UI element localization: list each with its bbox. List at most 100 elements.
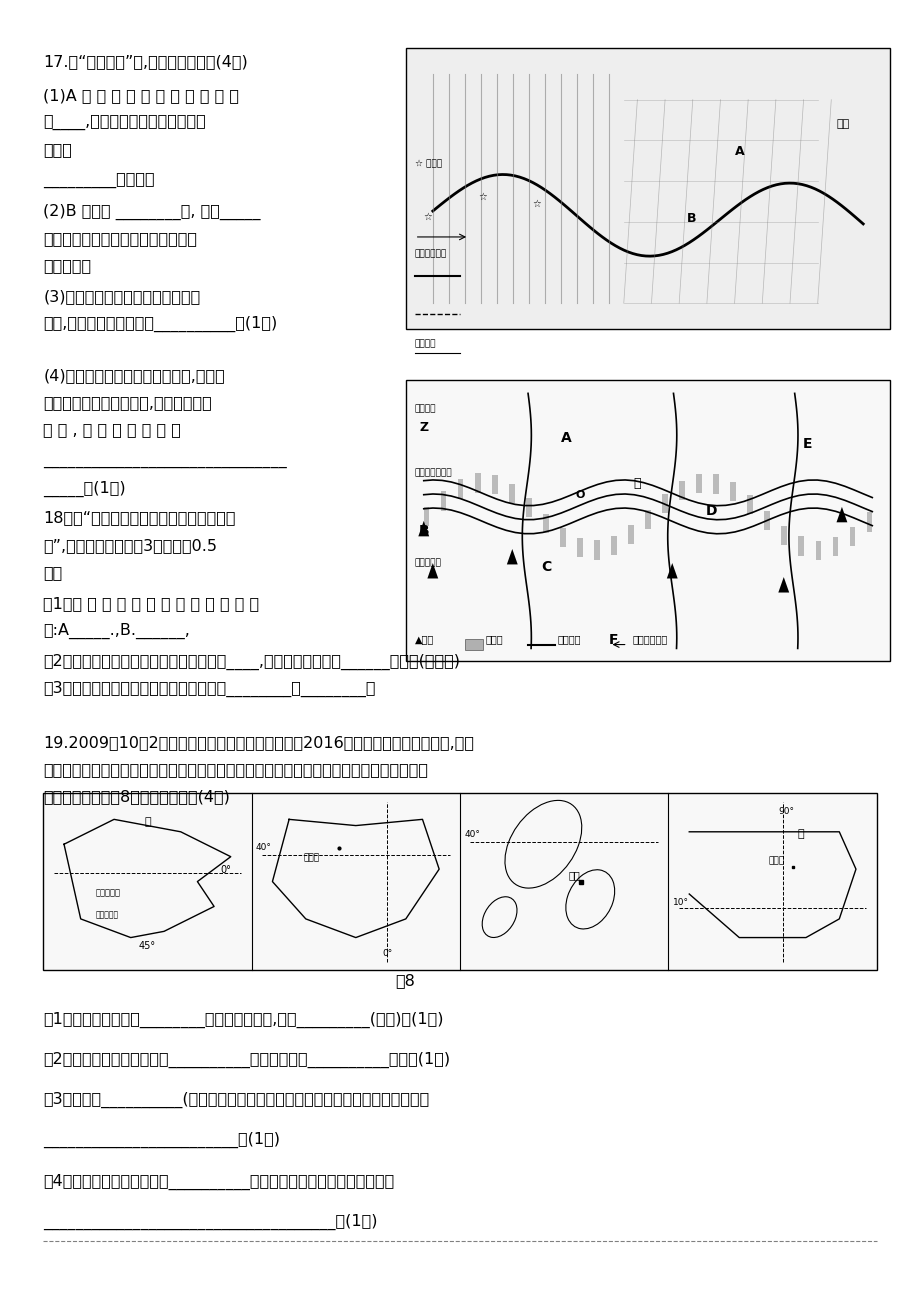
Bar [464, 639, 482, 650]
Text: 严重地区: 严重地区 [414, 404, 436, 413]
Polygon shape [427, 562, 437, 578]
Text: （4）芝加哥附近的农业带是__________，请分析该农业带形成的主要原因: （4）芝加哥附近的农业带是__________，请分析该农业带形成的主要原因 [43, 1174, 394, 1190]
Bar [526, 497, 531, 517]
Text: 19.2009年10月2日国际奥委会在歌本哈根投票选出2016年夏季奥运会的举办城市,在四: 19.2009年10月2日国际奥委会在歌本哈根投票选出2016年夏季奥运会的举办… [43, 734, 473, 750]
Bar [628, 525, 633, 544]
Text: Z: Z [419, 421, 428, 434]
Text: (3)上海作为全国最大的综合性贸易: (3)上海作为全国最大的综合性贸易 [43, 289, 200, 305]
Text: 板块运动方向: 板块运动方向 [631, 634, 666, 644]
Bar [440, 491, 446, 510]
Text: 近建有: 近建有 [43, 142, 72, 158]
Text: F: F [608, 634, 618, 647]
Text: 芝加哥: 芝加哥 [767, 857, 784, 866]
Text: 40°: 40° [464, 831, 480, 838]
Text: A: A [734, 145, 744, 158]
Text: ____________________________________。(1分): ____________________________________。(1分… [43, 1213, 378, 1230]
Bar [594, 540, 599, 560]
Bar [712, 474, 719, 493]
Text: 地震带: 地震带 [485, 634, 503, 644]
Bar [610, 536, 616, 555]
Text: 程____,我国西部钢铁基地攀枝花附: 程____,我国西部钢铁基地攀枝花附 [43, 115, 206, 130]
Bar [458, 479, 463, 499]
Text: ☆: ☆ [424, 211, 432, 221]
Text: （3）东京是__________(国家）的首都，请用一句话概括该国的人地关系的国情：: （3）东京是__________(国家）的首都，请用一句话概括该国的人地关系的国… [43, 1091, 429, 1108]
Polygon shape [777, 577, 789, 592]
Polygon shape [666, 562, 677, 578]
Text: ________________________。(1分): ________________________。(1分) [43, 1131, 280, 1147]
Text: ☆: ☆ [532, 199, 540, 208]
Text: 本流域今后经济继续增长,走可持续发展: 本流域今后经济继续增长,走可持续发展 [43, 395, 211, 410]
Text: 布”,回答下列问题（共3分，每空0.5: 布”,回答下列问题（共3分，每空0.5 [43, 538, 217, 552]
Text: _________水电站。: _________水电站。 [43, 173, 154, 189]
Bar [560, 527, 565, 547]
Text: （1）里约热内卢位于________半球（北或南）,濒临_________(海洋)。(1分): （1）里约热内卢位于________半球（北或南）,濒临_________(海洋… [43, 1012, 443, 1027]
Text: 海图热内卢: 海图热内卢 [96, 910, 119, 919]
Text: 甲: 甲 [144, 816, 151, 827]
Text: 10°: 10° [672, 897, 687, 906]
Text: 乙: 乙 [797, 829, 803, 838]
Text: B: B [419, 523, 429, 538]
Text: 之 路 , 应 采 取 的 措 施 有: 之 路 , 应 采 取 的 措 施 有 [43, 422, 181, 436]
Text: 中心,其发展的有利条件是__________。(1分): 中心,其发展的有利条件是__________。(1分) [43, 316, 278, 332]
Text: 上海: 上海 [835, 118, 848, 129]
Text: 0°: 0° [382, 949, 392, 958]
Text: C: C [540, 560, 551, 574]
Text: _____。(1分): _____。(1分) [43, 480, 126, 497]
Text: (1)A 为 全 国 最 大 的 水 利 枢 组 工: (1)A 为 全 国 最 大 的 水 利 枢 组 工 [43, 89, 239, 103]
Text: 称:A_____.,B.______,: 称:A_____.,B.______, [43, 622, 190, 639]
Text: 18、读“七大板块与主要火山、地震带的分: 18、读“七大板块与主要火山、地震带的分 [43, 510, 235, 526]
Bar [678, 480, 684, 500]
Text: （3）世界上的两大火山、地震带分别是：________和________。: （3）世界上的两大火山、地震带分别是：________和________。 [43, 681, 375, 697]
Text: 马德里: 马德里 [303, 853, 320, 862]
Text: 获得举办权。读图8完成下列问题。(4分): 获得举办权。读图8完成下列问题。(4分) [43, 789, 230, 803]
Text: 40°: 40° [255, 842, 271, 852]
Text: 45°: 45° [139, 941, 156, 952]
Bar [576, 538, 582, 557]
Bar [848, 527, 855, 547]
Text: 90°: 90° [777, 807, 794, 816]
Text: 分）: 分） [43, 565, 62, 579]
Text: O: O [574, 491, 584, 500]
Bar [474, 474, 480, 493]
Text: (4)从图中反映出的有关问题分析,为保证: (4)从图中反映出的有关问题分析,为保证 [43, 367, 224, 383]
Bar [508, 484, 514, 503]
Bar [644, 509, 650, 529]
Bar [492, 475, 497, 495]
Bar [746, 495, 753, 514]
Text: 0°: 0° [220, 865, 231, 875]
Bar [696, 474, 701, 493]
Text: 东京: 东京 [568, 870, 580, 880]
Bar [780, 526, 787, 546]
Text: ______________________________: ______________________________ [43, 453, 287, 467]
Bar [424, 506, 429, 526]
Text: E: E [802, 437, 811, 450]
Text: ▲火山: ▲火山 [414, 634, 434, 644]
Text: （2）马德里所在大洲工业以__________为主，农业以__________为主。(1分): （2）马德里所在大洲工业以__________为主，农业以__________为… [43, 1052, 449, 1068]
Text: 新区已成为长江流域乃至全国对外开: 新区已成为长江流域乃至全国对外开 [43, 230, 197, 246]
Text: 17.读“长江流域”图,完成下列问题。(4分): 17.读“长江流域”图,完成下列问题。(4分) [43, 55, 247, 69]
Text: 放的窗口。: 放的窗口。 [43, 258, 91, 273]
Bar [405, 48, 890, 329]
Text: （2）七大板块中几乎全部是海洋板块的是____,澳大利亚大陆位于______板块。(填代号): （2）七大板块中几乎全部是海洋板块的是____,澳大利亚大陆位于______板块… [43, 654, 460, 669]
Bar [798, 536, 803, 556]
Bar [542, 513, 548, 533]
Bar [43, 793, 876, 970]
Text: 甲: 甲 [633, 478, 641, 491]
Text: ☆: ☆ [478, 193, 486, 202]
Bar [814, 540, 821, 560]
Polygon shape [835, 506, 846, 522]
Text: 森林破坏: 森林破坏 [414, 340, 436, 349]
Text: B: B [686, 212, 696, 225]
Text: 受污染河段: 受污染河段 [414, 559, 441, 568]
Text: 里约热内卢: 里约热内卢 [96, 889, 120, 898]
Bar [405, 380, 890, 661]
Text: 个候选城市：芝加哥、马德里（西班牙）、东京、里约热内卢之中，巴西的里约热内卢最终: 个候选城市：芝加哥、马德里（西班牙）、东京、里约热内卢之中，巴西的里约热内卢最终 [43, 762, 427, 777]
Text: D: D [706, 504, 717, 518]
Text: 水利枢组工程: 水利枢组工程 [414, 249, 447, 258]
Bar [764, 510, 769, 530]
Text: ☆ 水电站: ☆ 水电站 [414, 159, 441, 168]
Text: (2)B 为我国 ________市, 上海_____: (2)B 为我国 ________市, 上海_____ [43, 204, 260, 220]
Text: A: A [561, 431, 571, 445]
Text: 图8: 图8 [395, 973, 415, 988]
Polygon shape [506, 549, 517, 565]
